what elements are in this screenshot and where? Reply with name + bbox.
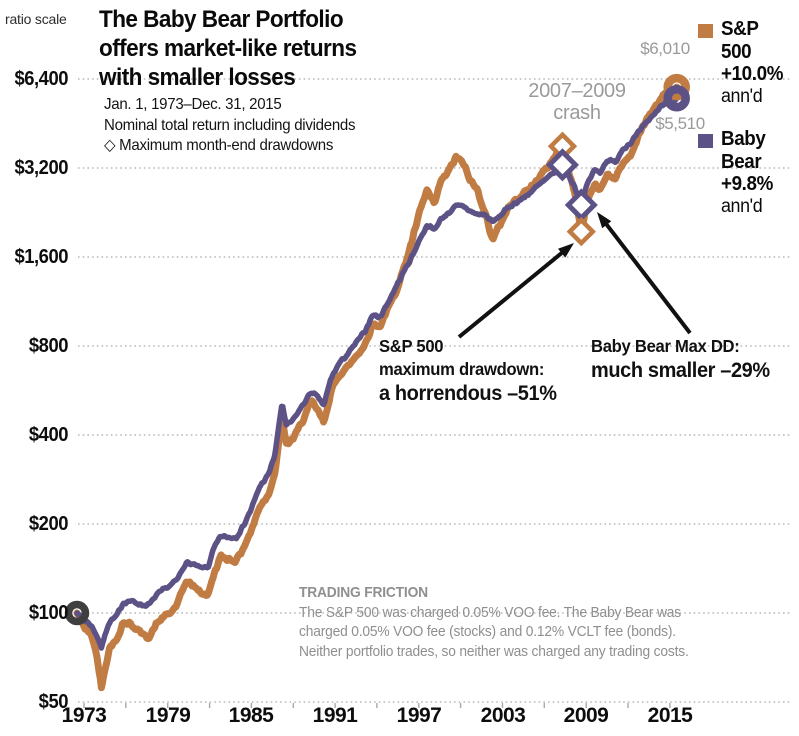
- endpoint-markers: [64, 73, 690, 626]
- y-axis-label: $800: [28, 335, 69, 357]
- subtitle-return-note: Nominal total return including dividends: [104, 116, 356, 134]
- trading-friction-line-2: charged 0.05% VOO fee (stocks) and 0.12%…: [299, 623, 676, 640]
- crash-label-line-1: 2007–2009: [528, 80, 626, 102]
- x-axis-label: 2009: [563, 704, 609, 727]
- baby-bear-drawdown-line-1: Baby Bear Max DD:: [591, 336, 740, 356]
- x-axis-minor-ticks: [83, 703, 671, 708]
- y-axis-label: $50: [38, 691, 69, 713]
- trading-friction-line-1: The S&P 500 was charged 0.05% VOO fee. T…: [299, 603, 681, 621]
- callout-arrows: [457, 212, 692, 339]
- x-axis-label: 1973: [61, 704, 107, 727]
- baby-bear-line: [74, 95, 680, 651]
- baby-bear-legend-swatch: [698, 134, 713, 148]
- baby-bear-legend-name-1: Baby: [721, 128, 766, 150]
- chart-title: The Baby Bear Portfolio offers market-li…: [99, 5, 357, 92]
- x-axis-label: 1985: [228, 704, 274, 727]
- baby-bear-drawdown-arrow: [597, 212, 692, 335]
- baby-bear-legend-return: +9.8%: [721, 173, 773, 195]
- ratio-scale-label: ratio scale: [5, 11, 67, 27]
- y-axis-label: $3,200: [14, 157, 69, 179]
- x-axis-label: 1979: [145, 704, 191, 727]
- crash-label-line-2: crash: [553, 101, 601, 124]
- x-axis-label: 1997: [396, 704, 442, 727]
- bb-end-ring: [663, 84, 690, 112]
- x-axis-label: 1991: [312, 704, 358, 727]
- sp-end-ring: [663, 73, 690, 101]
- drawdown-diamond-markers: [545, 131, 598, 247]
- gridlines: [78, 78, 792, 703]
- trading-friction-line-3: Neither portfolio trades, so neither was…: [299, 642, 689, 660]
- sp500-drawdown-line-3: a horrendous –51%: [379, 382, 557, 405]
- crash-label: 2007–2009 crash: [497, 80, 657, 124]
- start-value-ring: [64, 600, 90, 626]
- y-axis-label: $100: [28, 602, 69, 624]
- y-axis-label: $200: [28, 513, 69, 535]
- sp500-drawdown-line-2: maximum drawdown:: [379, 359, 545, 379]
- y-axis-label: $6,400: [14, 68, 69, 90]
- title-line-1: The Baby Bear Portfolio: [99, 6, 344, 33]
- trading-friction-heading: TRADING FRICTION: [299, 584, 428, 601]
- sp500-legend-swatch: [698, 24, 713, 38]
- sp500-drawdown-arrow: [457, 243, 574, 339]
- sp500-legend-return: +10.0%: [721, 63, 784, 85]
- baby-bear-legend-annd: ann'd: [721, 195, 763, 217]
- sp500-legend-annd: ann'd: [721, 85, 763, 107]
- sp500-legend-name-2: 500: [721, 40, 752, 63]
- baby-bear-legend-name-2: Bear: [721, 150, 762, 173]
- sp500-legend-name-1: S&P: [721, 18, 759, 40]
- x-axis-label: 2015: [647, 704, 693, 727]
- baby-bear-end-value-label: $5,510: [655, 114, 705, 133]
- y-axis-label: $400: [28, 424, 69, 446]
- subtitle-period: Jan. 1, 1973–Dec. 31, 2015: [104, 96, 282, 113]
- trading-friction-note: TRADING FRICTION The S&P 500 was charged…: [299, 583, 689, 661]
- sp500-end-value-label: $6,010: [640, 39, 690, 58]
- bb-drawdown-diamond: [545, 148, 579, 182]
- sp500-legend-item: S&P 500 +10.0% ann'd: [721, 18, 783, 108]
- sp500-drawdown-callout: S&P 500 maximum drawdown: a horrendous –…: [379, 335, 557, 407]
- sp500-drawdown-line-1: S&P 500: [379, 336, 444, 356]
- subtitle-drawdown-key: ◇ Maximum month-end drawdowns: [104, 137, 334, 154]
- sp-drawdown-diamond: [566, 216, 596, 247]
- baby-bear-drawdown-callout: Baby Bear Max DD: much smaller –29%: [591, 335, 770, 384]
- title-line-2: offers market-like returns: [99, 35, 357, 62]
- baby-bear-drawdown-line-2: much smaller –29%: [591, 359, 770, 382]
- x-axis-label: 2003: [480, 704, 526, 727]
- baby-bear-legend-item: Baby Bear +9.8% ann'd: [721, 128, 773, 218]
- chart-subtitle: Jan. 1, 1973–Dec. 31, 2015 Nominal total…: [104, 95, 356, 157]
- y-axis-label: $1,600: [14, 246, 69, 268]
- title-line-3: with smaller losses: [99, 64, 296, 91]
